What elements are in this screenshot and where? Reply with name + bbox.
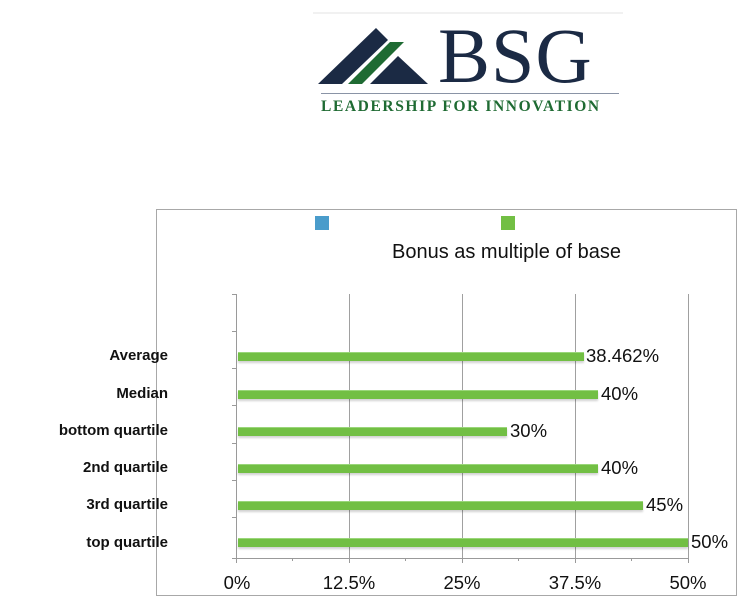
y-tick (232, 517, 236, 518)
x-axis-label-12-5: 12.5% (322, 572, 376, 593)
x-tick (518, 558, 519, 561)
bar-bottom-quartile (238, 427, 507, 436)
y-tick (232, 368, 236, 369)
mountain-logo-icon (318, 28, 428, 84)
bar-top-quartile (238, 538, 688, 547)
y-tick (232, 331, 236, 332)
gridline-12-5 (349, 294, 350, 559)
x-tick (236, 558, 237, 563)
bar-2nd-quartile (238, 464, 598, 473)
chart-title: Bonus as multiple of base (391, 241, 622, 263)
bar-3rd-quartile (238, 501, 643, 510)
x-tick (688, 558, 689, 563)
value-label-average: 38.462% (586, 345, 660, 366)
x-axis-label-37-5: 37.5% (548, 572, 602, 593)
value-label-3rd-quartile: 45% (646, 494, 684, 515)
value-label-2nd-quartile: 40% (601, 457, 639, 478)
gridline-37-5 (575, 294, 576, 559)
category-label-top-quartile: top quartile (86, 534, 168, 551)
gridline-25 (462, 294, 463, 559)
x-axis-label-50: 50% (669, 572, 707, 593)
logo-tagline: LEADERSHIP FOR INNOVATION (321, 98, 601, 115)
x-tick (405, 558, 406, 561)
x-tick (575, 558, 576, 563)
bar-median (238, 390, 598, 399)
y-tick (232, 443, 236, 444)
x-tick (462, 558, 463, 563)
y-tick (232, 405, 236, 406)
category-label-2nd-quartile: 2nd quartile (82, 459, 168, 476)
bsg-logo: BSG LEADERSHIP FOR INNOVATION (313, 12, 623, 120)
value-label-bottom-quartile: 30% (510, 420, 548, 441)
category-label-3rd-quartile: 3rd quartile (86, 496, 168, 513)
chart-frame (156, 209, 737, 596)
x-tick (631, 558, 632, 561)
category-label-median: Median (116, 385, 168, 402)
legend-swatch-green (501, 216, 515, 230)
value-label-median: 40% (601, 383, 639, 404)
bar-average (238, 352, 584, 361)
logo-divider (321, 93, 619, 94)
gridline-50 (688, 294, 689, 559)
x-axis (232, 558, 689, 559)
logo-wordmark: BSG (438, 12, 593, 99)
y-tick (232, 480, 236, 481)
x-axis-label-0: 0% (223, 572, 251, 593)
y-tick (232, 294, 236, 295)
x-tick (292, 558, 293, 561)
logo-top-divider (313, 12, 623, 14)
y-axis (236, 294, 237, 559)
x-axis-label-25: 25% (443, 572, 481, 593)
category-label-average: Average (109, 347, 168, 364)
category-label-bottom-quartile: bottom quartile (58, 422, 168, 439)
x-tick (349, 558, 350, 563)
value-label-top-quartile: 50% (691, 531, 729, 552)
legend-swatch-blue (315, 216, 329, 230)
